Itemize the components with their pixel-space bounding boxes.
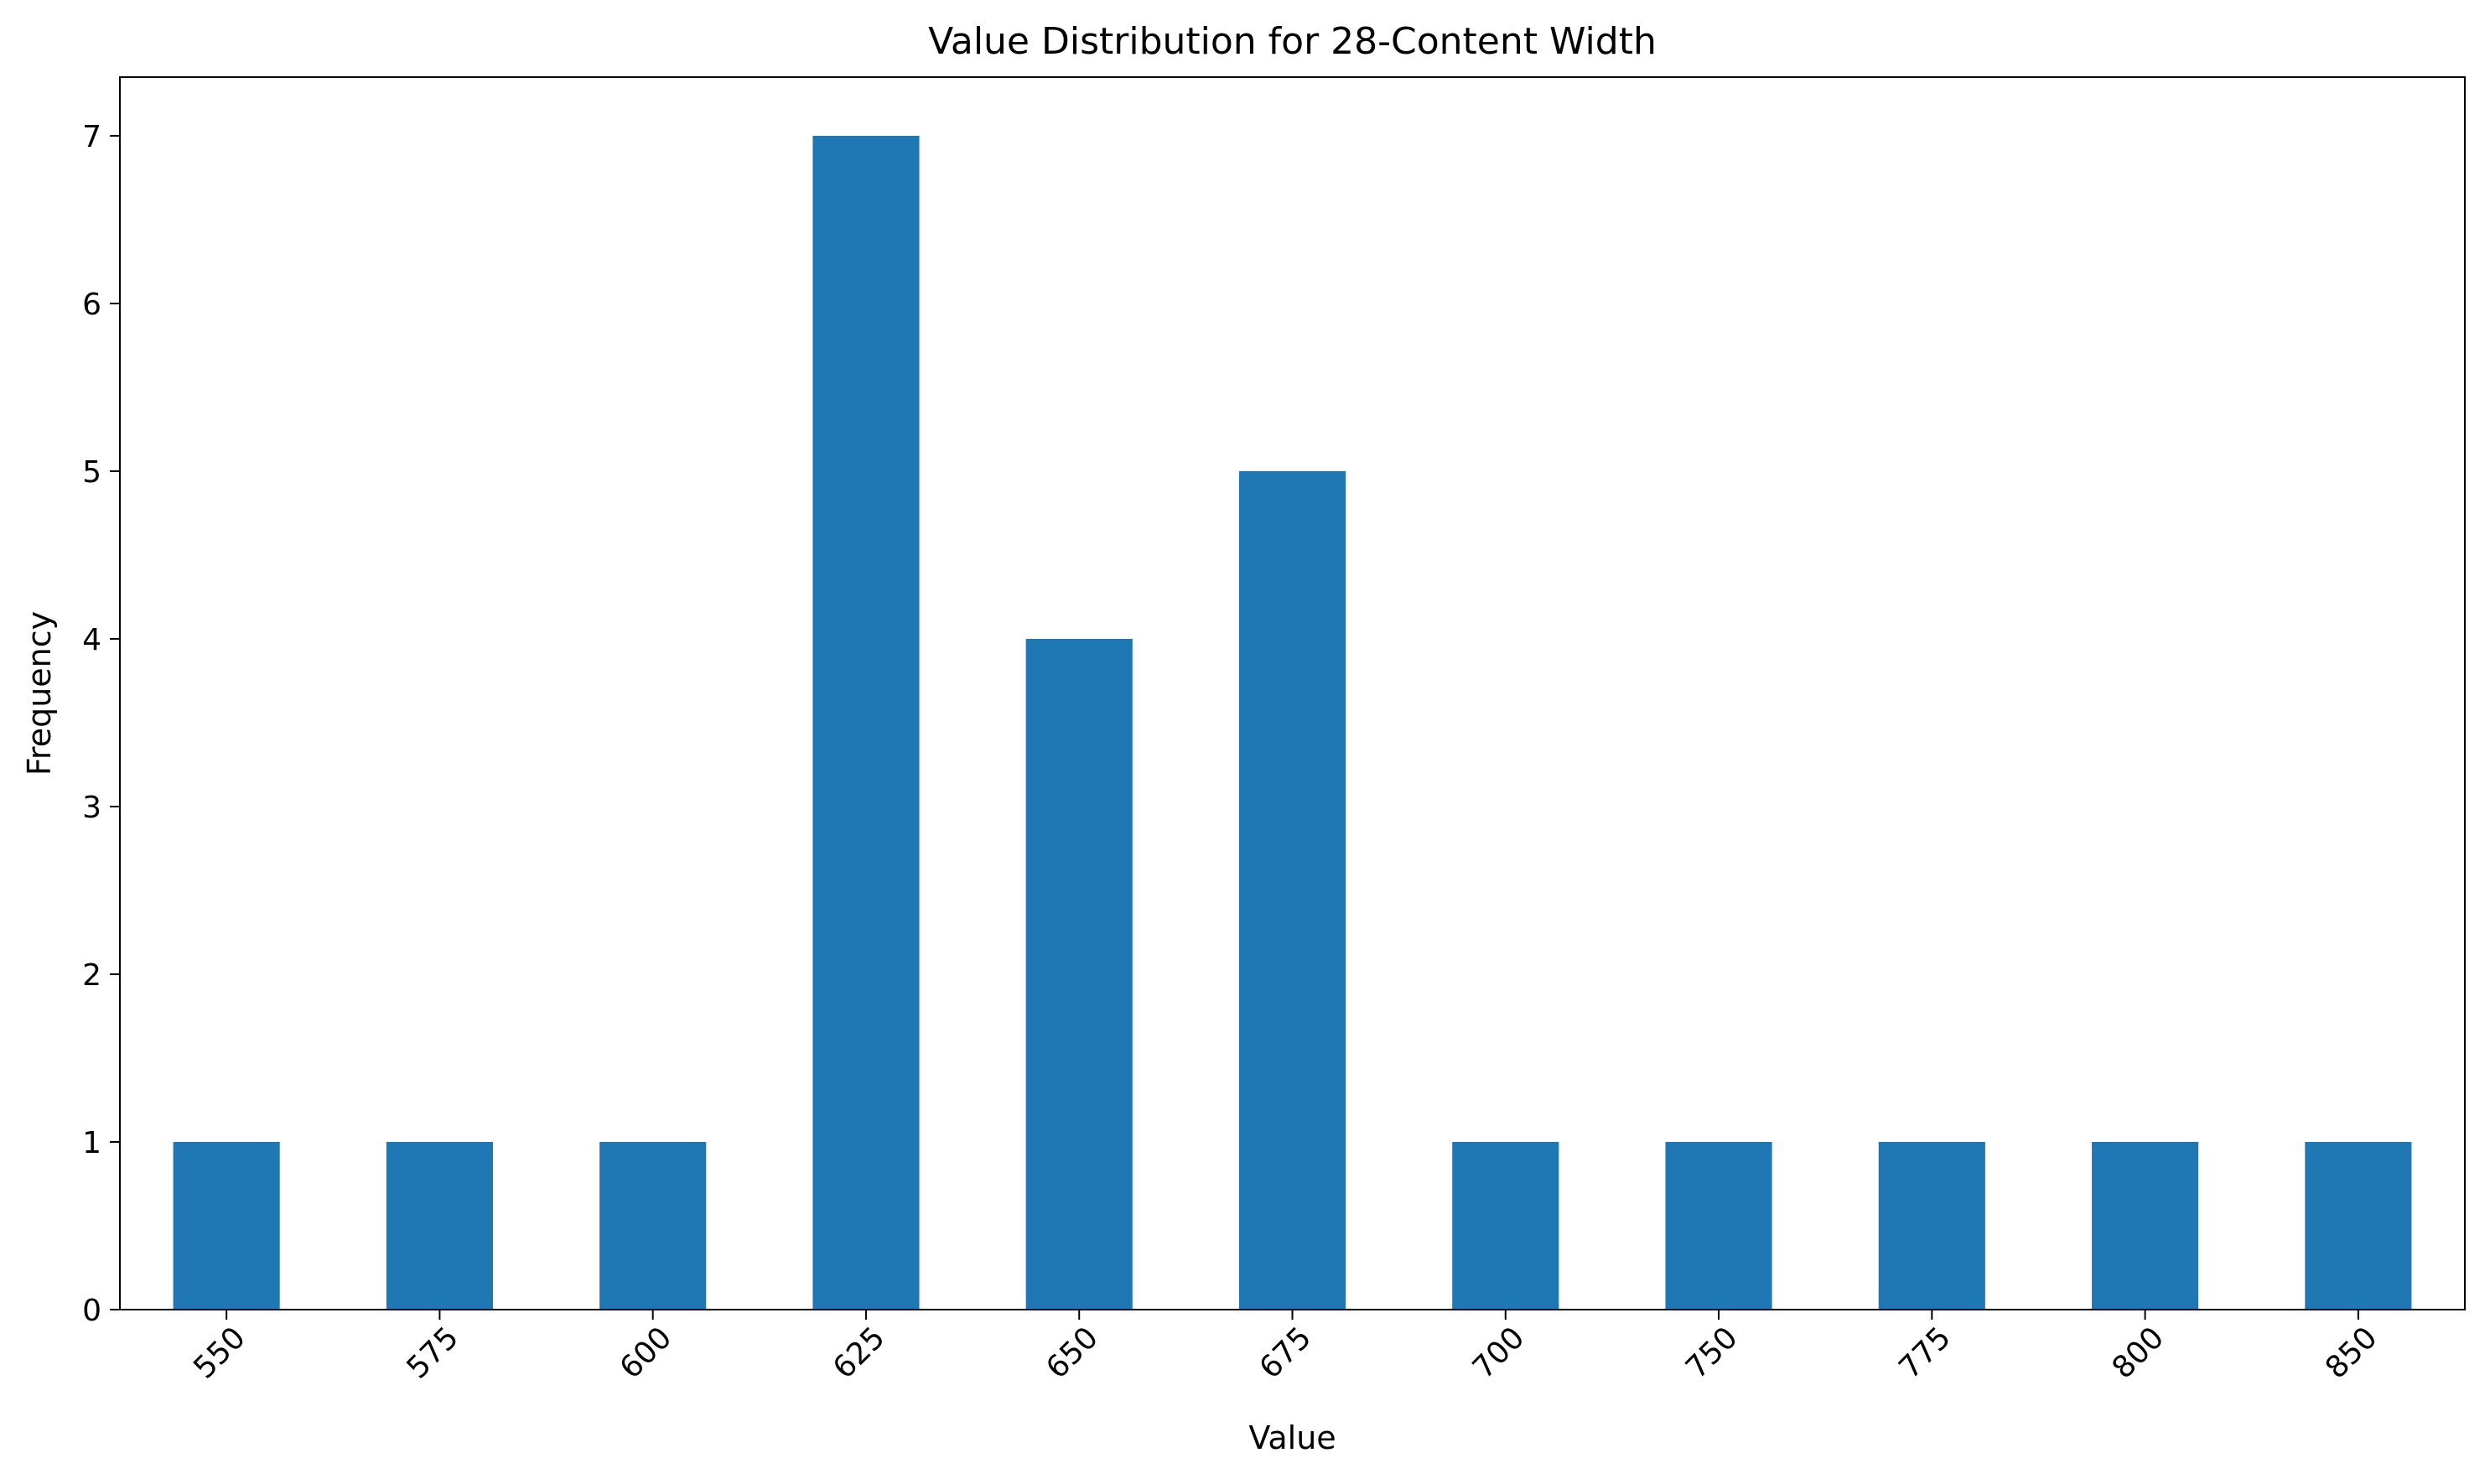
bar-850	[2305, 1142, 2412, 1310]
bar-650	[1025, 639, 1133, 1310]
y-axis-label: Frequency	[21, 611, 58, 776]
bar-575	[386, 1142, 493, 1310]
y-axis: 0 1 2 3 4 5 6 7	[82, 120, 120, 1328]
y-tick-label: 2	[82, 958, 101, 993]
y-tick-label: 6	[82, 288, 101, 322]
y-tick-label: 5	[82, 455, 101, 490]
bars-layer	[173, 136, 2412, 1310]
y-tick-label: 0	[82, 1294, 101, 1328]
y-tick-label: 1	[82, 1126, 101, 1160]
bar-625	[812, 136, 920, 1310]
bar-750	[1665, 1142, 1772, 1310]
bar-700	[1452, 1142, 1559, 1310]
y-tick-label: 3	[82, 791, 101, 825]
bar-775	[1878, 1142, 1985, 1310]
plot-frame	[119, 76, 2466, 1310]
bar-550	[173, 1142, 280, 1310]
y-tick-label: 4	[82, 623, 101, 657]
bar-675	[1238, 471, 1346, 1310]
chart-title: Value Distribution for 28-Content Width	[928, 20, 1657, 63]
bar-800	[2092, 1142, 2199, 1310]
y-tick-label: 7	[82, 120, 101, 154]
x-axis-label: Value	[1248, 1419, 1336, 1456]
bar-600	[599, 1142, 707, 1310]
